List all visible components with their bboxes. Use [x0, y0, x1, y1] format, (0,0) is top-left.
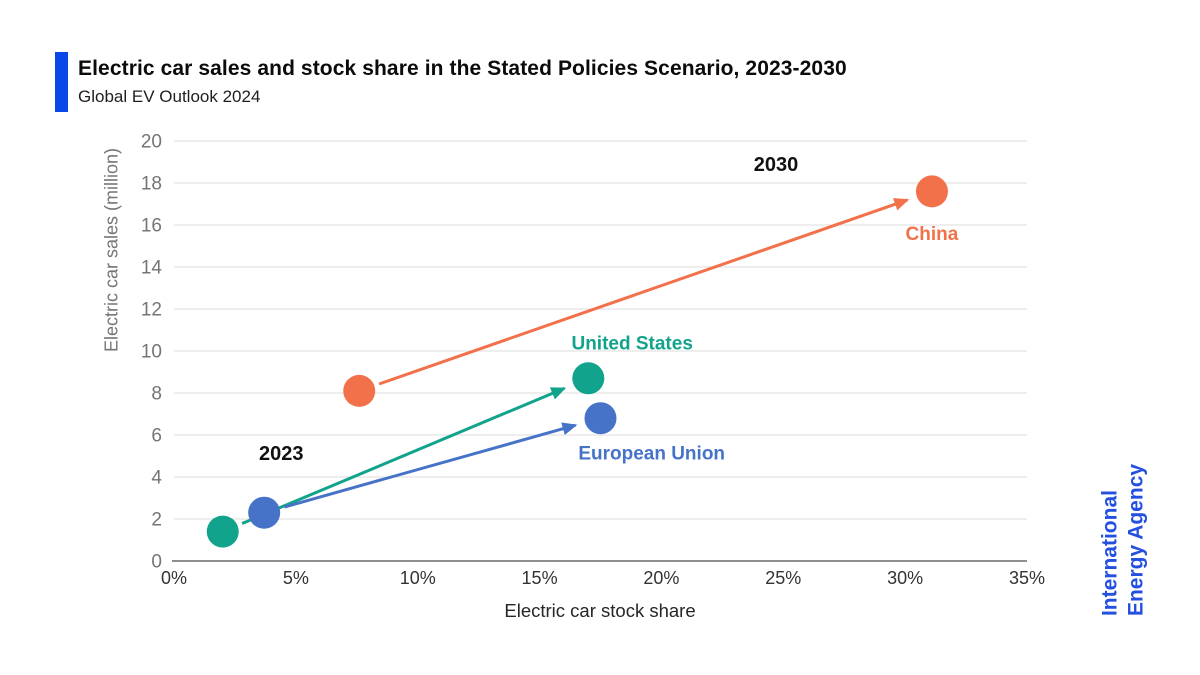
- x-axis-title: Electric car stock share: [504, 600, 696, 621]
- y-tick-label: 10: [141, 342, 162, 363]
- x-tick-label: 10%: [400, 568, 436, 588]
- iea-logo: International Energy Agency: [1097, 464, 1148, 616]
- iea-logo-line1: International: [1098, 490, 1122, 617]
- page-subtitle: Global EV Outlook 2024: [78, 87, 261, 106]
- annotation-china: China: [906, 224, 959, 245]
- y-tick-label: 6: [151, 426, 162, 447]
- data-point-united-states-2023: [206, 515, 239, 548]
- y-tick-label: 12: [141, 300, 162, 321]
- y-tick-label: 20: [141, 132, 162, 153]
- trend-arrow-united-states: [241, 386, 567, 525]
- iea-logo-line2: Energy Agency: [1124, 463, 1147, 617]
- data-point-china-2030: [915, 175, 948, 208]
- data-point-united-states-2030: [572, 362, 605, 395]
- trend-arrow-china: [378, 198, 910, 386]
- y-tick-label: 16: [141, 216, 162, 237]
- y-tick-label: 18: [141, 174, 162, 195]
- page-title: Electric car sales and stock share in th…: [78, 57, 847, 80]
- y-axis-title: Electric car sales (million): [101, 147, 122, 353]
- y-tick-label: 14: [141, 258, 163, 279]
- annotation-2023: 2023: [259, 443, 304, 465]
- y-tick-label: 4: [151, 468, 162, 489]
- annotation-united-states: United States: [571, 333, 692, 354]
- x-tick-label: 0%: [161, 568, 187, 588]
- title-accent-bar: [55, 52, 68, 112]
- y-tick-label: 8: [151, 384, 162, 405]
- x-tick-label: 30%: [887, 568, 923, 588]
- data-point-european-union-2030: [584, 402, 617, 435]
- data-point-european-union-2023: [248, 496, 281, 529]
- y-tick-label: 2: [151, 510, 162, 531]
- annotation-2030: 2030: [754, 154, 799, 176]
- y-tick-label: 0: [151, 552, 162, 573]
- x-tick-label: 20%: [643, 568, 679, 588]
- x-tick-label: 35%: [1009, 568, 1045, 588]
- annotation-european-union: European Union: [578, 444, 725, 465]
- trend-arrow-european-union: [283, 422, 578, 509]
- data-point-china-2023: [343, 374, 376, 407]
- x-tick-label: 5%: [283, 568, 309, 588]
- x-tick-label: 25%: [765, 568, 801, 588]
- x-tick-label: 15%: [522, 568, 558, 588]
